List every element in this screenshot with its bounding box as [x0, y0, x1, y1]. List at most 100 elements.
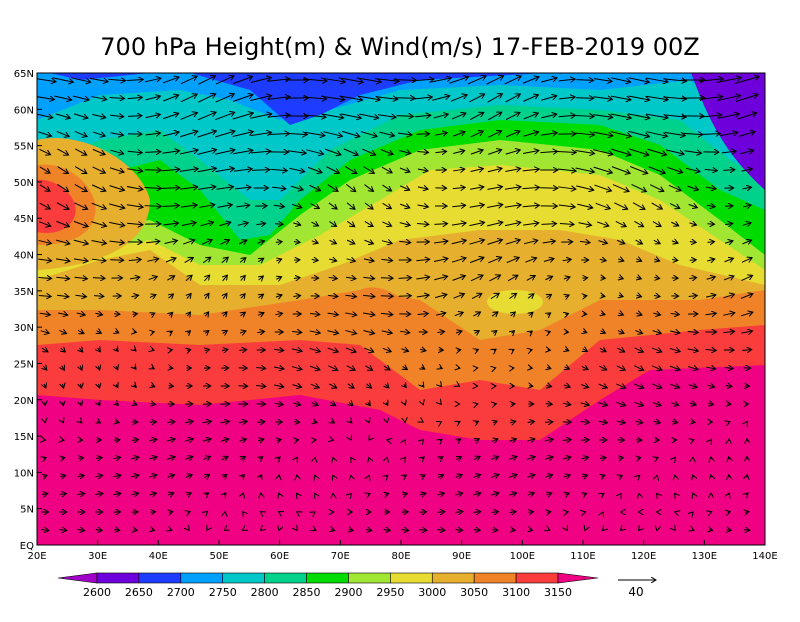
colorbar-end	[58, 573, 97, 583]
wind-arrow	[693, 475, 694, 477]
wind-arrow	[169, 368, 173, 369]
wind-arrow	[152, 332, 155, 333]
wind-arrow	[261, 512, 262, 513]
wind-arrow	[437, 512, 445, 513]
wind-arrow	[333, 475, 334, 476]
wind-arrow	[621, 494, 622, 495]
colorbar-box	[97, 573, 139, 583]
lat-label: 25N	[14, 359, 34, 370]
lon-label: 130E	[692, 551, 717, 562]
colorbar-box	[432, 573, 474, 583]
wind-arrow	[723, 170, 735, 171]
wind-arrow	[297, 530, 298, 531]
colorbar-label: 2650	[125, 586, 153, 599]
colorbar-label: 2600	[83, 586, 111, 599]
lat-label: 55N	[14, 142, 34, 153]
wind-arrow	[603, 530, 604, 531]
colorbar-label: 2950	[376, 586, 404, 599]
lon-label: 30E	[88, 551, 107, 562]
wind-arrow	[710, 512, 711, 513]
colorbar-box	[390, 573, 432, 583]
wind-arrow	[134, 332, 137, 333]
height-field	[37, 60, 765, 545]
wind-arrow	[279, 512, 280, 513]
wind-arrow	[692, 440, 694, 441]
lat-label: 50N	[14, 178, 34, 189]
wind-arrow	[548, 530, 550, 531]
lat-label: 5N	[20, 505, 34, 516]
lat-label: 35N	[14, 287, 34, 298]
colorbar-end	[558, 573, 598, 583]
wind-arrow	[547, 512, 551, 513]
colorbar-label: 3050	[460, 586, 488, 599]
lat-label: 45N	[14, 214, 34, 225]
wind-arrow	[711, 475, 712, 477]
lon-label: 90E	[452, 551, 471, 562]
wind-arrow	[133, 314, 138, 315]
wind-arrow	[257, 422, 265, 423]
lon-label: 80E	[391, 551, 410, 562]
wind-arrow	[494, 404, 497, 405]
colorbar-label: 3150	[544, 586, 572, 599]
wind-arrow	[369, 475, 370, 476]
wind-arrow	[459, 386, 460, 387]
wind-arrow	[145, 206, 162, 207]
wind-arrow	[675, 493, 676, 494]
colorbar-box	[474, 573, 516, 583]
colorbar-box	[516, 573, 558, 583]
lon-label: 60E	[270, 551, 289, 562]
wind-arrow	[582, 278, 587, 279]
colorbar-box	[348, 573, 390, 583]
wind-arrow	[441, 404, 442, 405]
lon-label: 100E	[510, 551, 535, 562]
wind-arrow	[530, 350, 532, 351]
colorbar-box	[307, 573, 349, 583]
wind-arrow	[744, 530, 750, 531]
lon-label: 50E	[209, 551, 228, 562]
wind-arrow	[455, 530, 462, 531]
wind-arrow	[583, 296, 587, 297]
title: 700 hPa Height(m) & Wind(m/s) 17-FEB-201…	[100, 33, 699, 61]
wind-arrow	[151, 512, 156, 513]
lon-label: 70E	[331, 551, 350, 562]
wind-arrow	[145, 152, 161, 153]
colorbar-box	[139, 573, 181, 583]
wind-arrow	[601, 278, 606, 279]
wind-arrow	[691, 422, 695, 423]
lon-label: 140E	[752, 551, 777, 562]
lon-label: 40E	[149, 551, 168, 562]
wind-arrow	[530, 530, 533, 531]
wind-arrow	[189, 530, 190, 531]
wind-arrow	[423, 403, 424, 404]
wind-arrow	[546, 404, 553, 405]
wind-arrow	[747, 421, 748, 422]
wind-arrow	[203, 404, 212, 405]
wind-arrow	[206, 512, 207, 513]
wind-arrow	[45, 402, 46, 405]
wind-arrow	[295, 440, 298, 441]
colorbar-label: 2700	[167, 586, 195, 599]
wind-arrow	[315, 475, 316, 477]
wind-arrow	[711, 439, 712, 440]
wind-arrow	[747, 475, 748, 478]
wind-arrow	[381, 278, 393, 279]
lat-label: 30N	[14, 323, 34, 334]
colorbar-label: 2900	[334, 586, 362, 599]
wind-arrow	[511, 530, 515, 531]
wind-arrow	[170, 530, 172, 531]
wind-arrow	[225, 530, 226, 531]
wind-arrow	[457, 350, 460, 351]
wind-arrow	[114, 314, 120, 315]
colorbar-box	[223, 573, 265, 583]
colorbar-label: 2800	[251, 586, 279, 599]
wind-arrow	[351, 458, 352, 459]
lat-label: 15N	[14, 432, 34, 443]
wind-arrow	[399, 278, 412, 279]
wind-arrow	[242, 530, 243, 531]
wind-arrow	[693, 493, 694, 494]
colorbar-label: 2850	[293, 586, 321, 599]
wind-arrow	[220, 404, 229, 405]
wind-arrow	[279, 493, 280, 495]
